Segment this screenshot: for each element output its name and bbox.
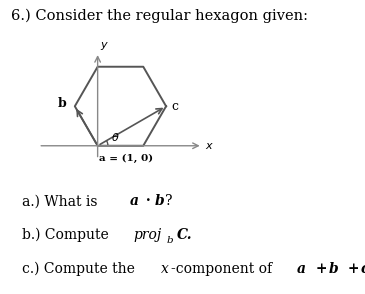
- Text: b: b: [155, 194, 165, 208]
- Text: a.) What is: a.) What is: [22, 194, 102, 208]
- Text: a: a: [297, 262, 306, 276]
- Text: +: +: [343, 262, 364, 276]
- Text: a = (1, 0): a = (1, 0): [99, 154, 153, 163]
- Text: c: c: [172, 100, 178, 113]
- Text: c: c: [361, 262, 365, 276]
- Text: b: b: [329, 262, 339, 276]
- Text: C.: C.: [177, 228, 193, 242]
- Text: ·: ·: [141, 194, 156, 208]
- Text: y: y: [100, 40, 107, 50]
- Text: b: b: [58, 98, 67, 111]
- Text: a: a: [130, 194, 139, 208]
- Text: proj: proj: [133, 228, 161, 242]
- Text: -component of: -component of: [171, 262, 276, 276]
- Text: b.) Compute: b.) Compute: [22, 228, 113, 242]
- Text: b: b: [166, 236, 173, 245]
- Text: ?: ?: [165, 194, 173, 208]
- Text: θ: θ: [112, 133, 119, 143]
- Text: 6.) Consider the regular hexagon given:: 6.) Consider the regular hexagon given:: [11, 9, 308, 23]
- Text: x: x: [161, 262, 169, 276]
- Text: x: x: [205, 141, 211, 151]
- Text: c.) Compute the: c.) Compute the: [22, 262, 139, 276]
- Text: +: +: [311, 262, 332, 276]
